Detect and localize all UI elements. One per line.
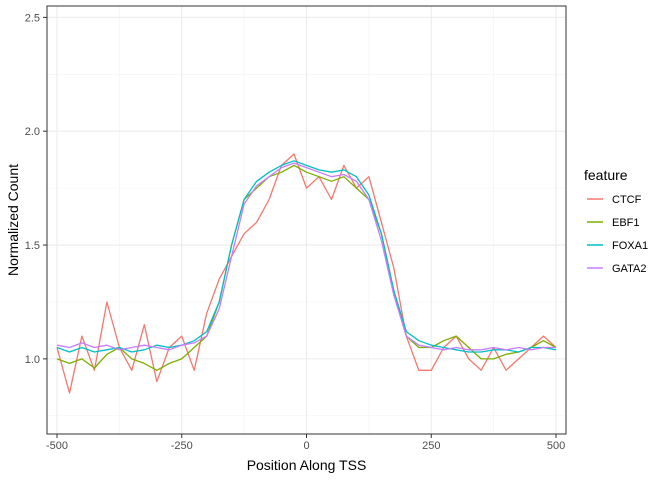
x-tick-label: 250 xyxy=(422,440,440,452)
legend-label-foxa1: FOXA1 xyxy=(612,240,648,252)
y-tick-label: 1.0 xyxy=(25,354,40,366)
legend: feature CTCF EBF1 FOXA1 GATA2 xyxy=(584,167,648,275)
legend-title: feature xyxy=(584,167,628,183)
x-tick-label: 500 xyxy=(547,440,565,452)
plot-panel xyxy=(46,5,567,435)
y-tick-label: 1.5 xyxy=(25,240,40,252)
x-axis: -500 -250 0 250 500 xyxy=(46,434,565,452)
series-line-ctcf xyxy=(56,153,557,394)
y-tick-label: 2.0 xyxy=(25,126,40,138)
major-gridlines xyxy=(47,6,566,434)
series-line-gata2 xyxy=(56,162,556,351)
y-axis: 1.0 1.5 2.0 2.5 xyxy=(25,12,47,366)
legend-label-ebf1: EBF1 xyxy=(612,217,640,229)
series-line-foxa1 xyxy=(56,160,557,353)
legend-items: CTCF EBF1 FOXA1 GATA2 xyxy=(587,194,648,275)
x-tick-label: -500 xyxy=(46,440,68,452)
x-tick-label: -250 xyxy=(171,440,193,452)
x-tick-label: 0 xyxy=(303,440,309,452)
series-lines xyxy=(56,153,557,394)
legend-label-ctcf: CTCF xyxy=(612,194,642,206)
legend-label-gata2: GATA2 xyxy=(612,263,646,275)
x-axis-title: Position Along TSS xyxy=(247,457,367,473)
y-tick-label: 2.5 xyxy=(25,12,40,24)
y-axis-title: Normalized Count xyxy=(5,164,21,276)
series-line-ebf1 xyxy=(56,164,557,371)
